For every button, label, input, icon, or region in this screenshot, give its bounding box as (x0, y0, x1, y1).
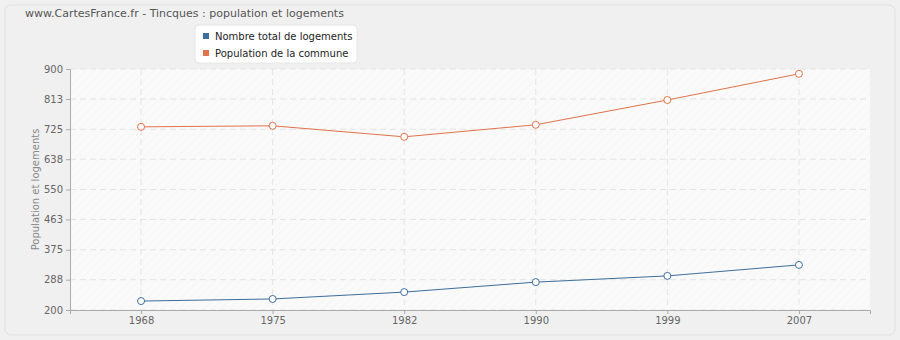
grid-line (70, 249, 870, 250)
grid-line (141, 69, 142, 310)
tick: 1982 (392, 310, 417, 326)
grid-line (70, 189, 870, 190)
tick-mark (141, 310, 142, 314)
tick-label: 813 (44, 94, 63, 105)
tick-label: 638 (44, 154, 63, 165)
tick: 1975 (260, 310, 285, 326)
panel (5, 5, 895, 335)
marker (532, 121, 539, 128)
marker (269, 295, 276, 302)
marker (138, 123, 145, 130)
tick-label: 2007 (787, 315, 812, 326)
legend-swatch (203, 50, 209, 56)
grid-line (70, 69, 870, 70)
tick: 725 (44, 124, 70, 135)
marker (138, 298, 145, 305)
title: www.CartesFrance.fr - Tincques : populat… (25, 7, 344, 20)
tick-label: 725 (44, 124, 63, 135)
grid-line (272, 69, 273, 310)
marker (664, 272, 671, 279)
tick: 1990 (524, 310, 549, 326)
marker (795, 261, 802, 268)
tick: 1999 (655, 310, 680, 326)
tick: 375 (44, 244, 70, 255)
marker (401, 289, 408, 296)
tick-mark (66, 250, 70, 251)
tick-mark (66, 310, 70, 311)
axis-line (71, 311, 871, 315)
tick-mark (66, 99, 70, 100)
tick-label: 1968 (129, 315, 154, 326)
tick-mark (66, 69, 70, 70)
legend-swatch (203, 33, 209, 39)
y-axis: 200 288 375 463 550 638 725 813 900 (44, 64, 71, 316)
tick-label: 1982 (392, 315, 417, 326)
tick-mark (66, 280, 70, 281)
axis-line (66, 70, 71, 311)
tick-mark (66, 219, 70, 220)
tick-label: 1999 (655, 315, 680, 326)
marker (664, 96, 671, 103)
series-group (138, 70, 803, 304)
tick: 813 (44, 94, 70, 105)
legend-item: Population de la commune (203, 48, 348, 59)
tick: 2007 (787, 310, 812, 326)
marker (269, 122, 276, 129)
series-line (141, 265, 799, 301)
grid-line (798, 69, 799, 310)
legend: Nombre total de logements Population de l… (195, 25, 357, 63)
tick-label: 375 (44, 244, 63, 255)
tick-label: 550 (44, 184, 63, 195)
x-axis: 1968 1975 1982 1990 1999 2007 (71, 310, 871, 326)
tick-label: 200 (44, 305, 63, 316)
tick-mark (66, 159, 70, 160)
marker (795, 70, 802, 77)
tick-mark (404, 310, 405, 314)
tick-label: 1975 (260, 315, 285, 326)
legend-item: Nombre total de logements (203, 31, 352, 42)
tick: 463 (44, 214, 70, 225)
tick: 1968 (129, 310, 154, 326)
chart: www.CartesFrance.fr - Tincques : populat… (0, 0, 900, 340)
legend-label: Population de la commune (215, 48, 348, 59)
grid-line (70, 219, 870, 220)
tick-mark (66, 190, 70, 191)
series-line (141, 74, 799, 137)
grid-line (70, 159, 870, 160)
legend-box (195, 25, 357, 63)
axis-title: Population et logements (30, 129, 41, 251)
tick: 638 (44, 154, 70, 165)
grid-line (70, 98, 870, 99)
tick-mark (536, 310, 537, 314)
tick-mark (667, 310, 668, 314)
tick: 200 (44, 305, 70, 316)
grid-line (70, 279, 870, 280)
marker (401, 133, 408, 140)
marker (532, 279, 539, 286)
tick-label: 1990 (524, 315, 549, 326)
grid-line (404, 69, 405, 310)
tick-label: 900 (44, 64, 63, 75)
tick-mark (273, 310, 274, 314)
tick-label: 463 (44, 214, 63, 225)
plot-background (70, 69, 870, 310)
tick-mark (799, 310, 800, 314)
tick: 900 (44, 64, 70, 75)
grid-line (70, 129, 870, 130)
tick-mark (66, 129, 70, 130)
tick: 550 (44, 184, 70, 195)
legend-label: Nombre total de logements (215, 31, 352, 42)
tick-label: 288 (44, 274, 63, 285)
tick: 288 (44, 274, 70, 285)
grid-line (535, 69, 536, 310)
